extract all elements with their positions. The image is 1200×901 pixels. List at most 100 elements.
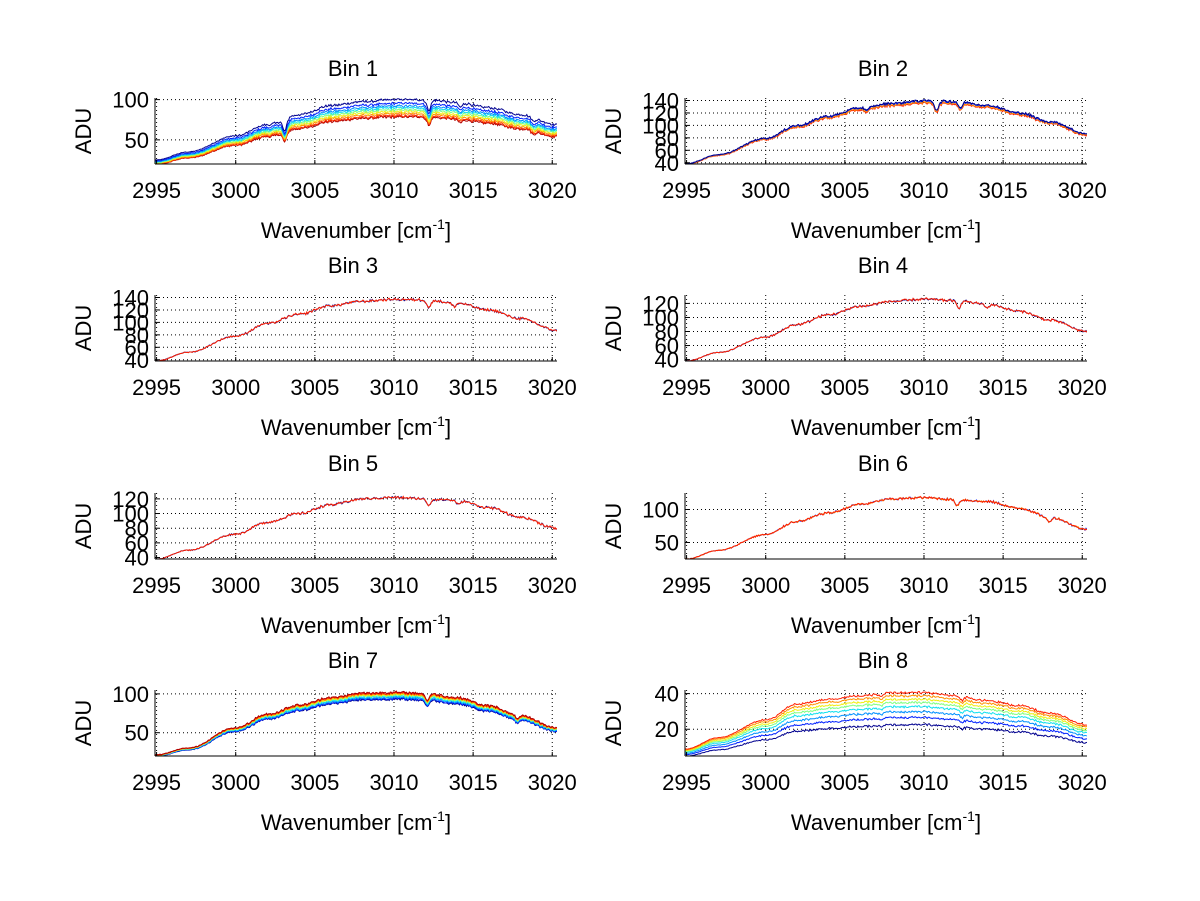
y-tick-label: 100 xyxy=(642,113,679,138)
y-tick-label: 40 xyxy=(655,682,679,707)
y-axis-label: ADU xyxy=(601,700,626,746)
x-tick-label: 3015 xyxy=(979,573,1028,598)
x-tick-label: 2995 xyxy=(662,178,711,203)
x-tick-label: 2995 xyxy=(662,573,711,598)
subplot-title: Bin 6 xyxy=(858,451,908,476)
subplot-title: Bin 1 xyxy=(328,56,378,81)
y-tick-label: 80 xyxy=(125,516,149,541)
series-group xyxy=(685,495,1087,559)
series-line-s7 xyxy=(155,692,557,756)
series-line-s4 xyxy=(685,99,1087,164)
subplot-title: Bin 8 xyxy=(858,648,908,673)
series-line-s2 xyxy=(685,715,1087,756)
x-tick-label: 3000 xyxy=(741,178,790,203)
y-tick-label: 100 xyxy=(112,88,149,113)
x-tick-label: 3005 xyxy=(290,375,339,400)
x-tick-label: 3010 xyxy=(370,770,419,795)
subplot-1: 2995 3000 3005 3010 3015 3020 50 100 Bin 1 Wavenu… xyxy=(71,56,577,243)
series-line-s1 xyxy=(685,496,1087,559)
series-line-s8 xyxy=(155,691,557,756)
x-tick-label: 3010 xyxy=(900,178,949,203)
x-tick-label: 3015 xyxy=(979,178,1028,203)
x-tick-label: 3015 xyxy=(449,573,498,598)
series-line-s2 xyxy=(155,495,557,559)
y-tick-label: 40 xyxy=(655,151,679,176)
y-tick-label: 60 xyxy=(655,138,679,163)
y-tick-label: 60 xyxy=(125,531,149,556)
x-tick-label: 2995 xyxy=(662,770,711,795)
x-axis-label: Wavenumber [cm-1] xyxy=(261,216,451,243)
y-tick-label: 80 xyxy=(655,126,679,151)
x-tick-label: 3005 xyxy=(290,573,339,598)
x-axis-label: Wavenumber [cm-1] xyxy=(791,808,981,835)
x-tick-label: 3020 xyxy=(528,375,577,400)
series-line-s1 xyxy=(685,297,1087,361)
x-tick-label: 3010 xyxy=(370,375,419,400)
x-tick-label: 3015 xyxy=(449,770,498,795)
series-line-s8 xyxy=(155,101,557,162)
x-tick-label: 2995 xyxy=(132,573,181,598)
y-axis-label: ADU xyxy=(601,305,626,351)
x-tick-label: 3000 xyxy=(741,573,790,598)
x-tick-label: 3020 xyxy=(528,178,577,203)
x-tick-label: 3005 xyxy=(820,573,869,598)
x-tick-label: 3015 xyxy=(979,770,1028,795)
x-tick-label: 3010 xyxy=(370,178,419,203)
x-axis-label: Wavenumber [cm-1] xyxy=(791,611,981,638)
series-line-s7 xyxy=(685,694,1087,751)
y-tick-label: 120 xyxy=(642,291,679,316)
x-tick-label: 3015 xyxy=(979,375,1028,400)
series-line-s3 xyxy=(685,710,1087,754)
x-tick-label: 2995 xyxy=(132,375,181,400)
x-tick-label: 3015 xyxy=(449,375,498,400)
subplot-title: Bin 7 xyxy=(328,648,378,673)
x-tick-label: 3020 xyxy=(1058,178,1107,203)
series-line-s5 xyxy=(155,107,557,164)
subplot-8: 2995 3000 3005 3010 3015 3020 20 40 Bin 8 Wavenum… xyxy=(601,648,1107,835)
x-tick-label: 3005 xyxy=(820,375,869,400)
y-tick-label: 120 xyxy=(112,298,149,323)
x-tick-label: 3000 xyxy=(741,770,790,795)
x-axis-label: Wavenumber [cm-1] xyxy=(261,611,451,638)
y-axis-label: ADU xyxy=(71,503,96,549)
x-tick-label: 3020 xyxy=(528,573,577,598)
subplot-7: 2995 3000 3005 3010 3015 3020 50 100 Bin 7 Wavenu… xyxy=(71,648,577,835)
subplot-title: Bin 5 xyxy=(328,451,378,476)
x-tick-label: 3020 xyxy=(1058,770,1107,795)
x-tick-label: 3000 xyxy=(211,770,260,795)
series-line-s3 xyxy=(155,111,557,164)
x-tick-label: 2995 xyxy=(132,178,181,203)
subplot-title: Bin 2 xyxy=(858,56,908,81)
x-tick-label: 3005 xyxy=(290,770,339,795)
x-axis-label: Wavenumber [cm-1] xyxy=(261,413,451,440)
series-group xyxy=(685,297,1087,361)
y-tick-label: 40 xyxy=(125,348,149,373)
x-tick-label: 3020 xyxy=(1058,573,1107,598)
y-tick-label: 60 xyxy=(655,334,679,359)
series-line-s6 xyxy=(155,106,557,163)
x-tick-label: 3005 xyxy=(820,178,869,203)
x-tick-label: 3010 xyxy=(900,375,949,400)
x-tick-label: 3020 xyxy=(1058,375,1107,400)
series-line-s6 xyxy=(685,697,1087,752)
series-line-s8 xyxy=(685,690,1087,750)
subplot-title: Bin 4 xyxy=(858,253,908,278)
x-tick-label: 3000 xyxy=(211,375,260,400)
series-line-s3 xyxy=(685,495,1087,559)
series-group xyxy=(155,98,557,164)
series-line-s2 xyxy=(155,297,557,361)
series-group xyxy=(685,99,1087,164)
x-tick-label: 3005 xyxy=(290,178,339,203)
series-line-s1 xyxy=(155,297,557,361)
series-line-s5 xyxy=(685,700,1087,752)
y-axis-label: ADU xyxy=(601,108,626,154)
y-tick-label: 60 xyxy=(125,335,149,360)
x-tick-label: 2995 xyxy=(132,770,181,795)
series-line-s4 xyxy=(685,704,1087,753)
y-tick-label: 100 xyxy=(112,682,149,707)
series-line-s9 xyxy=(155,690,557,756)
y-tick-label: 100 xyxy=(642,305,679,330)
series-line-s1 xyxy=(685,101,1087,164)
